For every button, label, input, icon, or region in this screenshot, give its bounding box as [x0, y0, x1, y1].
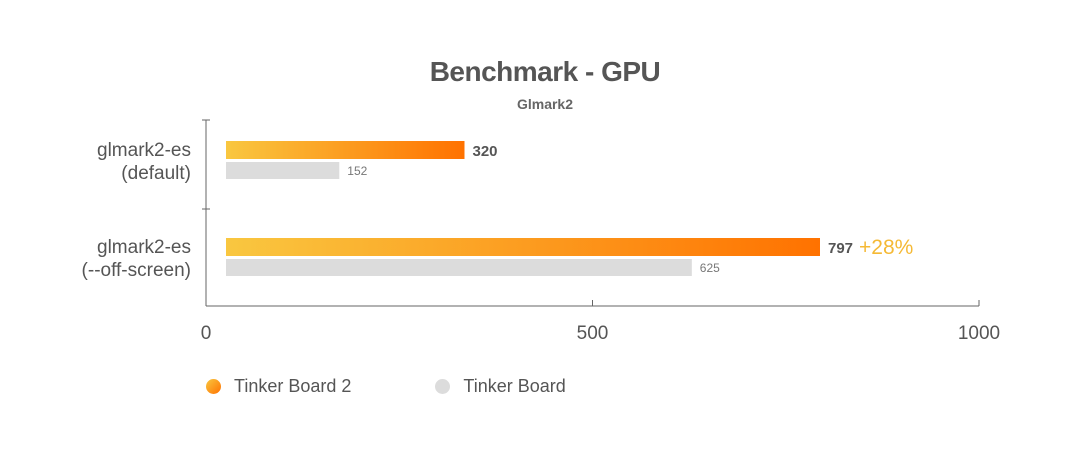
legend-swatch-tinker-board	[435, 378, 451, 394]
data-label-tinker-board-2: 320	[472, 143, 497, 160]
chart-title: Benchmark - GPU	[429, 56, 661, 87]
category-label: glmark2-es	[97, 140, 191, 161]
legend-item-tinker-board: Tinker Board	[435, 375, 566, 397]
legend-label-tinker-board-2: Tinker Board 2	[234, 375, 352, 396]
bar-tinker-board-2	[226, 238, 820, 256]
x-tick-label: 500	[577, 323, 609, 344]
bar-tinker-board-2	[226, 141, 465, 159]
chart-subtitle: Glmark2	[516, 96, 574, 112]
category-label: glmark2-es	[97, 237, 191, 258]
chart-legend: Tinker Board 2 Tinker Board	[206, 374, 650, 398]
legend-label-tinker-board: Tinker Board	[463, 375, 566, 396]
legend-swatch-tinker-board-2	[206, 378, 221, 394]
data-label-tinker-board: 625	[700, 261, 720, 275]
category-label: (default)	[121, 163, 191, 184]
bar-tinker-board	[226, 259, 692, 276]
legend-item-tinker-board-2: Tinker Board 2	[206, 376, 351, 397]
data-label-tinker-board-2: 797	[828, 240, 853, 257]
x-tick-label: 1000	[958, 323, 1000, 344]
bar-tinker-board	[226, 162, 340, 179]
data-label-tinker-board: 152	[347, 164, 367, 178]
improvement-annotation: +28%	[859, 236, 913, 259]
x-tick-label: 0	[201, 323, 212, 344]
category-label: (--off-screen)	[82, 260, 191, 281]
